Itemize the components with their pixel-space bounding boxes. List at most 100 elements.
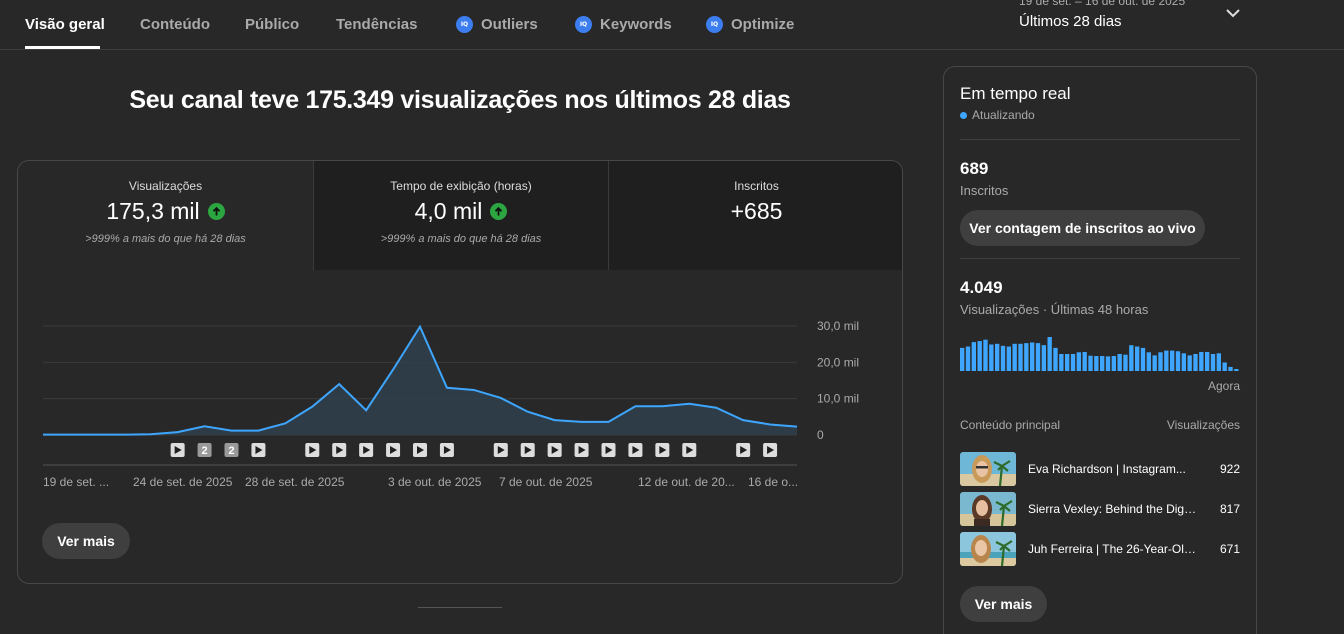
realtime-bar[interactable] <box>1117 354 1122 371</box>
top-content-item[interactable]: Juh Ferreira | The 26-Year-Old... 671 <box>960 532 1240 566</box>
realtime-bar[interactable] <box>1123 354 1128 371</box>
play-icon <box>309 446 317 454</box>
x-tick-label: 19 de set. ... <box>43 475 109 489</box>
realtime-bar[interactable] <box>1105 356 1111 371</box>
realtime-bar[interactable] <box>989 344 994 371</box>
x-tick-label: 3 de out. de 2025 <box>388 475 482 489</box>
realtime-bar[interactable] <box>1135 346 1140 371</box>
chevron-down-icon[interactable] <box>1222 6 1244 22</box>
play-icon <box>686 446 694 454</box>
see-more-button[interactable]: Ver mais <box>960 586 1047 622</box>
realtime-bar[interactable] <box>1065 354 1070 371</box>
views-chart: 30,0 mil 20,0 mil 10,0 mil 0 2 2 19 de set. ..… <box>43 319 859 489</box>
realtime-bar[interactable] <box>1216 353 1221 371</box>
realtime-bar[interactable] <box>1082 351 1087 371</box>
realtime-bar[interactable] <box>1024 343 1029 371</box>
realtime-bar[interactable] <box>1059 354 1064 371</box>
metric-watch-time[interactable]: Tempo de exibição (horas) 4,0 mil >999% … <box>313 161 608 270</box>
realtime-bar[interactable] <box>983 339 988 371</box>
realtime-bar[interactable] <box>1140 347 1146 371</box>
realtime-bar[interactable] <box>1047 337 1052 371</box>
metric-value: +685 <box>730 198 783 224</box>
realtime-bar[interactable] <box>1187 355 1192 371</box>
x-tick-label: 7 de out. de 2025 <box>499 475 593 489</box>
realtime-bar[interactable] <box>1152 355 1157 371</box>
x-tick-label: 28 de set. de 2025 <box>245 475 345 489</box>
realtime-bar[interactable] <box>1111 356 1116 371</box>
realtime-bar[interactable] <box>1041 345 1046 371</box>
live-subscriber-count-button[interactable]: Ver contagem de inscritos ao vivo <box>960 210 1205 246</box>
arrow-up-icon <box>207 203 225 220</box>
realtime-bar[interactable] <box>1053 347 1058 371</box>
data-point <box>768 422 772 426</box>
see-more-button[interactable]: Ver mais <box>42 523 130 559</box>
realtime-bar[interactable] <box>1170 350 1175 371</box>
x-tick-label: 12 de out. de 20... <box>638 475 735 489</box>
x-tick-label: 24 de set. de 2025 <box>133 475 233 489</box>
play-icon <box>390 446 398 454</box>
realtime-bar[interactable] <box>1164 350 1169 371</box>
realtime-bar-chart[interactable] <box>960 335 1240 371</box>
top-content-header: Conteúdo principal <box>960 418 1061 432</box>
realtime-bar[interactable] <box>1076 352 1081 371</box>
realtime-bar[interactable] <box>1158 352 1163 371</box>
data-point <box>364 408 368 412</box>
realtime-bar[interactable] <box>1100 356 1105 371</box>
period-selector[interactable]: Últimos 28 dias <box>1019 13 1122 30</box>
tab-overview[interactable]: Visão geral <box>25 16 105 33</box>
realtime-bar[interactable] <box>1035 343 1041 371</box>
data-point <box>176 430 180 434</box>
views-header: Visualizações <box>1166 418 1240 432</box>
realtime-bar[interactable] <box>1000 345 1006 371</box>
realtime-bar[interactable] <box>1030 342 1035 371</box>
realtime-bar[interactable] <box>977 341 982 371</box>
realtime-bar[interactable] <box>1228 366 1233 371</box>
tab-trends[interactable]: Tendências <box>336 16 418 33</box>
realtime-bar[interactable] <box>1181 353 1186 371</box>
video-title: Juh Ferreira | The 26-Year-Old... <box>1028 542 1198 556</box>
x-tick-label: 16 de o... <box>748 475 798 489</box>
tab-audience[interactable]: Público <box>245 16 300 33</box>
data-point <box>445 386 449 390</box>
data-point <box>607 420 611 424</box>
series-area <box>43 326 797 435</box>
tab-keywords[interactable]: IQ Keywords <box>575 16 672 33</box>
tab-outliers[interactable]: IQ Outliers <box>456 16 538 33</box>
top-content-item[interactable]: Eva Richardson | Instagram... 922 <box>960 452 1240 486</box>
realtime-bar[interactable] <box>1193 354 1198 371</box>
realtime-bar[interactable] <box>1012 343 1017 371</box>
metric-label: Tempo de exibição (horas) <box>390 179 532 193</box>
vq-icon: IQ <box>575 16 592 33</box>
realtime-bar[interactable] <box>1234 369 1239 371</box>
realtime-bar[interactable] <box>960 347 965 371</box>
data-point <box>203 424 207 428</box>
realtime-bar[interactable] <box>995 343 1000 371</box>
y-tick-label: 20,0 mil <box>817 355 859 369</box>
realtime-bar[interactable] <box>1205 351 1210 371</box>
realtime-bar[interactable] <box>1175 351 1181 371</box>
realtime-bar[interactable] <box>1129 345 1134 371</box>
realtime-bar[interactable] <box>1018 343 1023 371</box>
metric-subscribers[interactable]: Inscritos +685 <box>608 161 902 270</box>
realtime-bar[interactable] <box>1070 354 1076 371</box>
realtime-bar[interactable] <box>971 342 976 371</box>
metric-views[interactable]: Visualizações 175,3 mil >999% a mais do … <box>18 161 313 270</box>
play-icon <box>605 446 613 454</box>
data-point <box>472 388 476 392</box>
realtime-bar[interactable] <box>1094 356 1099 371</box>
realtime-status: Atualizando <box>960 108 1035 122</box>
realtime-bar[interactable] <box>1210 354 1216 371</box>
arrow-up-icon <box>490 203 508 220</box>
realtime-bar[interactable] <box>1006 346 1011 371</box>
metric-comparison: >999% a mais do que há 28 dias <box>380 233 542 245</box>
vq-icon: IQ <box>706 16 723 33</box>
realtime-bar[interactable] <box>1088 355 1093 371</box>
data-point <box>68 433 72 437</box>
realtime-bar[interactable] <box>965 346 971 371</box>
tab-optimize[interactable]: IQ Optimize <box>706 16 794 33</box>
top-content-item[interactable]: Sierra Vexley: Behind the Digital... 817 <box>960 492 1240 526</box>
tab-content[interactable]: Conteúdo <box>140 16 210 33</box>
realtime-bar[interactable] <box>1199 351 1204 371</box>
realtime-bar[interactable] <box>1222 362 1227 372</box>
realtime-bar[interactable] <box>1146 352 1151 371</box>
